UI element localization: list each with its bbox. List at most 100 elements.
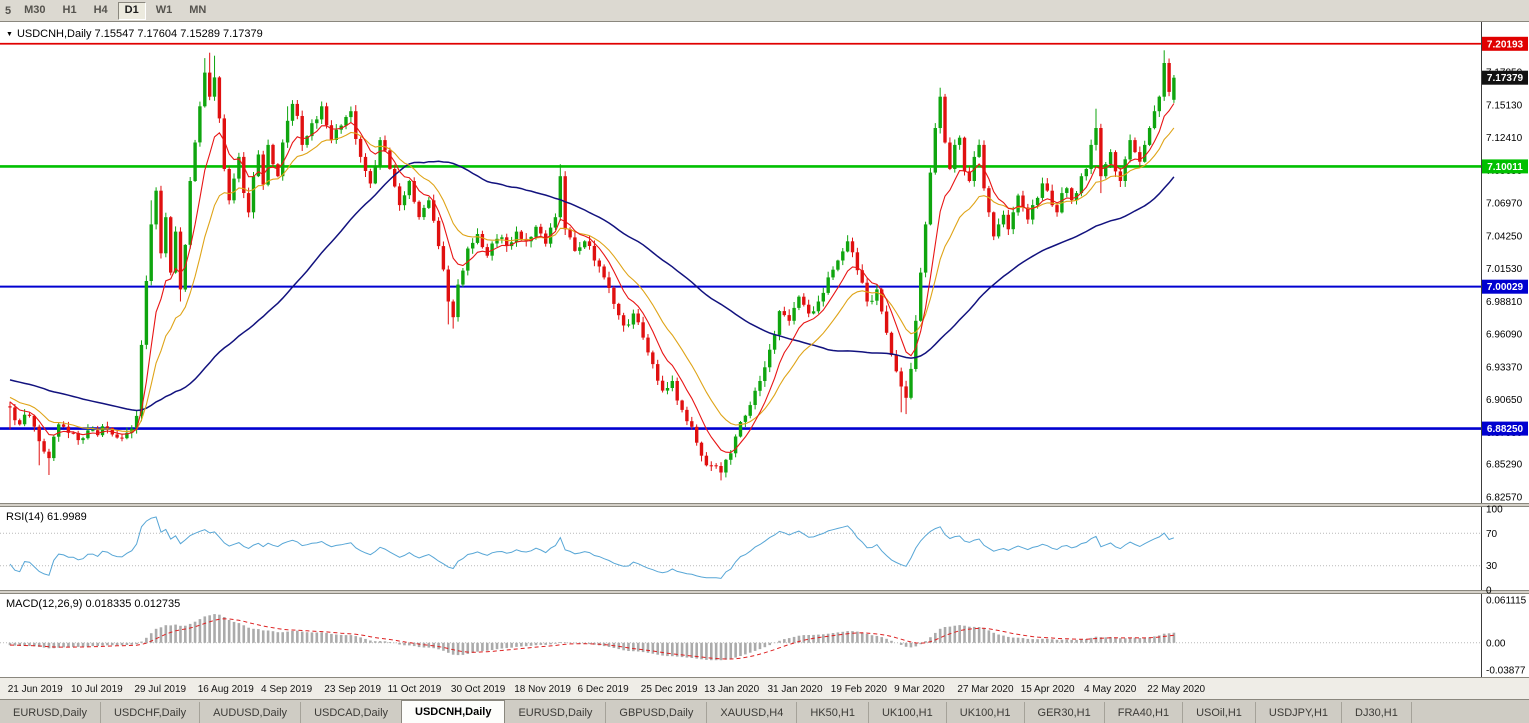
svg-text:7.04250: 7.04250 [1486,231,1523,242]
tab-label: AUDUSD,Daily [213,706,288,719]
svg-text:7.15130: 7.15130 [1486,100,1523,111]
tab-gbpusd-daily[interactable]: GBPUSD,Daily [606,702,708,723]
tab-label: USDCHF,Daily [113,706,187,719]
tab-label: XAUUSD,H4 [720,706,784,719]
tab-eurusd-daily[interactable]: EURUSD,Daily [0,702,101,723]
svg-text:23 Sep 2019: 23 Sep 2019 [324,684,381,695]
svg-text:7.10011: 7.10011 [1487,162,1523,173]
panel-splitter[interactable] [0,503,1529,507]
chart-tabs: EURUSD,Daily USDCHF,Daily AUDUSD,Daily USDC… [0,699,1529,723]
svg-text:31 Jan 2020: 31 Jan 2020 [768,684,823,695]
timeframe-button-clipped[interactable]: 5 [5,4,12,17]
svg-text:25 Dec 2019: 25 Dec 2019 [641,684,698,695]
price-badge-7.20193: 7.20193 [1482,36,1528,51]
tab-label: USDJPY,H1 [1268,706,1329,719]
macd-histogram [8,614,1176,661]
timeframe-button-w1[interactable]: W1 [155,3,173,16]
tab-label: USOil,H1 [1196,706,1242,719]
timeframe-button-mn[interactable]: MN [189,3,207,16]
tab-uk100-h1[interactable]: UK100,H1 [947,702,1025,723]
panel-splitter[interactable] [0,590,1529,594]
svg-text:30: 30 [1486,561,1498,572]
svg-text:16 Aug 2019: 16 Aug 2019 [198,684,255,695]
tab-label: DJ30,H1 [1355,706,1398,719]
tab-usdchf-daily[interactable]: USDCHF,Daily [101,702,201,723]
tab-audusd-daily[interactable]: AUDUSD,Daily [200,702,302,723]
tab-xauusd-h4[interactable]: XAUUSD,H4 [707,702,798,723]
svg-text:0.061115: 0.061115 [1486,596,1527,607]
price-badge-7.17379: 7.17379 [1482,70,1528,85]
svg-text:4 May 2020: 4 May 2020 [1084,684,1137,695]
svg-text:13 Jan 2020: 13 Jan 2020 [704,684,759,695]
timeframe-toolbar: 5 M30 H1 H4 D1 W1 MN [0,0,1529,22]
svg-text:11 Oct 2019: 11 Oct 2019 [388,684,442,695]
svg-text:70: 70 [1486,529,1498,540]
macd-signal-line [9,618,1174,660]
tab-label: USDCAD,Daily [314,706,389,719]
tab-uk100-h1[interactable]: UK100,H1 [869,702,947,723]
tab-label: UK100,H1 [959,706,1011,719]
svg-text:6.82570: 6.82570 [1486,493,1523,504]
svg-text:21 Jun 2019: 21 Jun 2019 [8,684,63,695]
svg-text:4 Sep 2019: 4 Sep 2019 [261,684,313,695]
tab-usdcnh-daily[interactable]: USDCNH,Daily [401,700,506,723]
chart-background [0,22,1529,699]
svg-text:7.20193: 7.20193 [1487,39,1524,50]
ma-mid [9,127,1175,432]
svg-text:7.17379: 7.17379 [1487,73,1524,84]
tab-label: FRA40,H1 [1117,706,1170,719]
tab-label: EURUSD,Daily [518,706,593,719]
svg-text:6.88250: 6.88250 [1487,424,1524,435]
svg-text:7.12410: 7.12410 [1486,133,1523,144]
price-chart-canvas[interactable]: 7.178507.151307.124107.096907.069707.042… [0,22,1529,699]
tab-dj30-h1[interactable]: DJ30,H1 [1342,702,1412,723]
tab-hk50-h1[interactable]: HK50,H1 [797,702,869,723]
chart-area[interactable]: 7.178507.151307.124107.096907.069707.042… [0,22,1529,699]
tab-label: EURUSD,Daily [13,706,87,719]
tab-usdjpy-h1[interactable]: USDJPY,H1 [1256,702,1343,723]
tab-label: UK100,H1 [881,706,933,719]
rsi-axis: 100 70 30 0 [1486,505,1503,597]
tab-usoil-h1[interactable]: USOil,H1 [1183,702,1256,723]
timeframe-button-m30[interactable]: M30 [24,3,46,16]
price-badge-7.10011: 7.10011 [1482,159,1528,174]
tab-eurusd-daily[interactable]: EURUSD,Daily [505,702,607,723]
ma-slow [9,160,1175,412]
ma-fast [9,103,1175,453]
svg-text:22 May 2020: 22 May 2020 [1147,684,1205,695]
svg-text:9 Mar 2020: 9 Mar 2020 [894,684,945,695]
time-axis: 21 Jun 2019 10 Jul 2019 29 Jul 2019 16 Aug … [8,684,1206,695]
time-axis-strip[interactable] [0,677,1529,699]
svg-text:30 Oct 2019: 30 Oct 2019 [451,684,506,695]
timeframe-button-d1[interactable]: D1 [117,1,146,20]
tab-fra40-h1[interactable]: FRA40,H1 [1105,702,1184,723]
svg-text:0.00: 0.00 [1486,638,1506,649]
svg-text:18 Nov 2019: 18 Nov 2019 [514,684,571,695]
rsi-line [9,516,1175,579]
svg-text:6.90650: 6.90650 [1486,395,1523,406]
svg-text:27 Mar 2020: 27 Mar 2020 [957,684,1014,695]
svg-text:6.98810: 6.98810 [1486,297,1523,308]
tab-label: HK50,H1 [810,706,855,719]
timeframe-button-h4[interactable]: H4 [93,3,108,16]
svg-text:10 Jul 2019: 10 Jul 2019 [71,684,123,695]
svg-text:29 Jul 2019: 29 Jul 2019 [134,684,186,695]
svg-text:0: 0 [1486,586,1492,597]
svg-text:15 Apr 2020: 15 Apr 2020 [1021,684,1075,695]
svg-text:7.00029: 7.00029 [1487,282,1524,293]
macd-axis: 0.061115 0.00 -0.03877 [1486,596,1527,677]
tab-label: GER30,H1 [1037,706,1091,719]
svg-text:-0.03877: -0.03877 [1486,666,1526,677]
tab-usdcad-daily[interactable]: USDCAD,Daily [301,702,403,723]
svg-text:6.85290: 6.85290 [1486,460,1523,471]
svg-text:6.96090: 6.96090 [1486,330,1523,341]
tab-ger30-h1[interactable]: GER30,H1 [1025,702,1105,723]
tab-label: USDCNH,Daily [415,706,492,718]
svg-text:6 Dec 2019: 6 Dec 2019 [578,684,630,695]
svg-text:19 Feb 2020: 19 Feb 2020 [831,684,888,695]
timeframe-button-h1[interactable]: H1 [62,3,77,16]
price-badge-6.88250: 6.88250 [1482,421,1528,436]
svg-text:7.01530: 7.01530 [1486,264,1523,275]
price-badge-7.00029: 7.00029 [1482,279,1528,294]
